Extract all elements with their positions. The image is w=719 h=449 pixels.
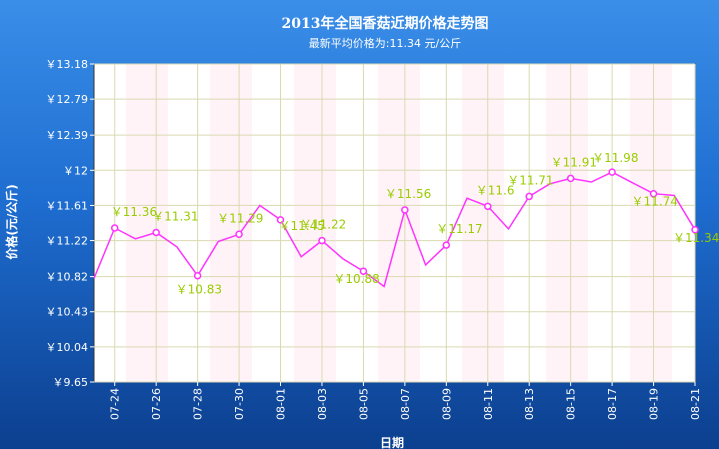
data-label: ￥11.56	[385, 187, 431, 201]
data-point	[525, 192, 533, 201]
x-tick-label: 08-09	[440, 388, 453, 420]
data-point	[442, 241, 451, 249]
y-tick-label: ￥11.61	[46, 199, 89, 212]
x-tick-label: 08-15	[565, 388, 578, 420]
x-tick-label: 08-21	[689, 388, 702, 420]
data-point	[152, 228, 160, 237]
series-line	[93, 171, 696, 288]
x-tick-label: 08-17	[606, 388, 619, 420]
data-label: ￥11.45	[279, 219, 325, 233]
y-tick-label: ￥12.39	[46, 129, 89, 142]
data-point	[484, 202, 492, 211]
plot-area	[93, 63, 696, 383]
data-point	[566, 174, 575, 183]
data-point	[193, 271, 202, 280]
data-label: ￥11.29	[217, 211, 263, 225]
data-label: ￥11.34	[673, 231, 719, 245]
y-tick-label: ￥12	[63, 164, 88, 177]
data-point	[691, 226, 699, 234]
data-label: ￥10.83	[176, 283, 222, 297]
y-axis-label: 价格(元/公斤)	[4, 184, 19, 259]
chart-title: 2013年全国香菇近期价格走势图	[282, 15, 489, 32]
data-point	[649, 189, 658, 198]
x-tick-label: 07-26	[150, 388, 163, 420]
x-tick-label: 07-24	[109, 388, 122, 420]
x-tick-label: 07-30	[233, 388, 246, 420]
data-label: ￥11.17	[436, 222, 482, 236]
y-axis-ticks: ￥13.18 ￥12.79 ￥12.39 ￥12 ￥11.61 ￥11.22 ￥10.82 ￥…	[46, 58, 94, 389]
data-point	[276, 216, 285, 224]
data-point	[608, 168, 616, 176]
data-label: ￥11.98	[592, 151, 638, 165]
y-tick-label: ￥12.79	[46, 93, 89, 106]
y-tick-label: ￥10.82	[46, 271, 89, 284]
x-tick-label: 08-11	[482, 388, 495, 420]
y-tick-label: ￥10.43	[46, 306, 89, 319]
data-label: ￥10.88	[333, 272, 379, 286]
y-tick-label: ￥13.18	[46, 58, 89, 71]
y-tick-label: ￥10.04	[46, 341, 89, 354]
data-label: ￥11.71	[507, 173, 553, 187]
x-tick-label: 08-03	[316, 388, 329, 420]
x-tick-label: 08-05	[357, 388, 370, 420]
y-tick-label: ￥11.22	[46, 235, 89, 248]
data-label: ￥11.31	[152, 209, 198, 223]
data-point	[235, 230, 243, 239]
data-label: ￥11.91	[551, 155, 597, 169]
data-label: ￥11.6	[476, 183, 515, 197]
data-point	[110, 224, 119, 232]
x-tick-label: 08-19	[648, 388, 661, 420]
data-label: ￥11.22	[300, 218, 346, 232]
chart-subtitle: 最新平均价格为:11.34 元/公斤	[309, 36, 461, 50]
data-markers	[110, 168, 699, 280]
data-point	[359, 267, 368, 275]
data-label: ￥11.36	[111, 205, 157, 219]
x-tick-label: 08-13	[523, 388, 536, 420]
x-axis-ticks: 07-24 07-26 07-28 07-30 08-01 08-03 08-05 08-07…	[109, 382, 702, 420]
x-axis-label: 日期	[380, 435, 404, 449]
data-point	[318, 236, 326, 245]
data-labels: ￥11.36￥11.31 ￥10.83 ￥11.29 ￥11.45￥11.22 ￥10.…	[111, 151, 719, 297]
x-tick-label: 07-28	[192, 388, 205, 420]
data-point	[401, 206, 409, 214]
data-label: ￥11.74	[632, 195, 678, 209]
y-tick-label: ￥9.65	[53, 376, 89, 389]
x-tick-label: 08-07	[399, 388, 412, 420]
x-tick-label: 08-01	[275, 388, 288, 420]
